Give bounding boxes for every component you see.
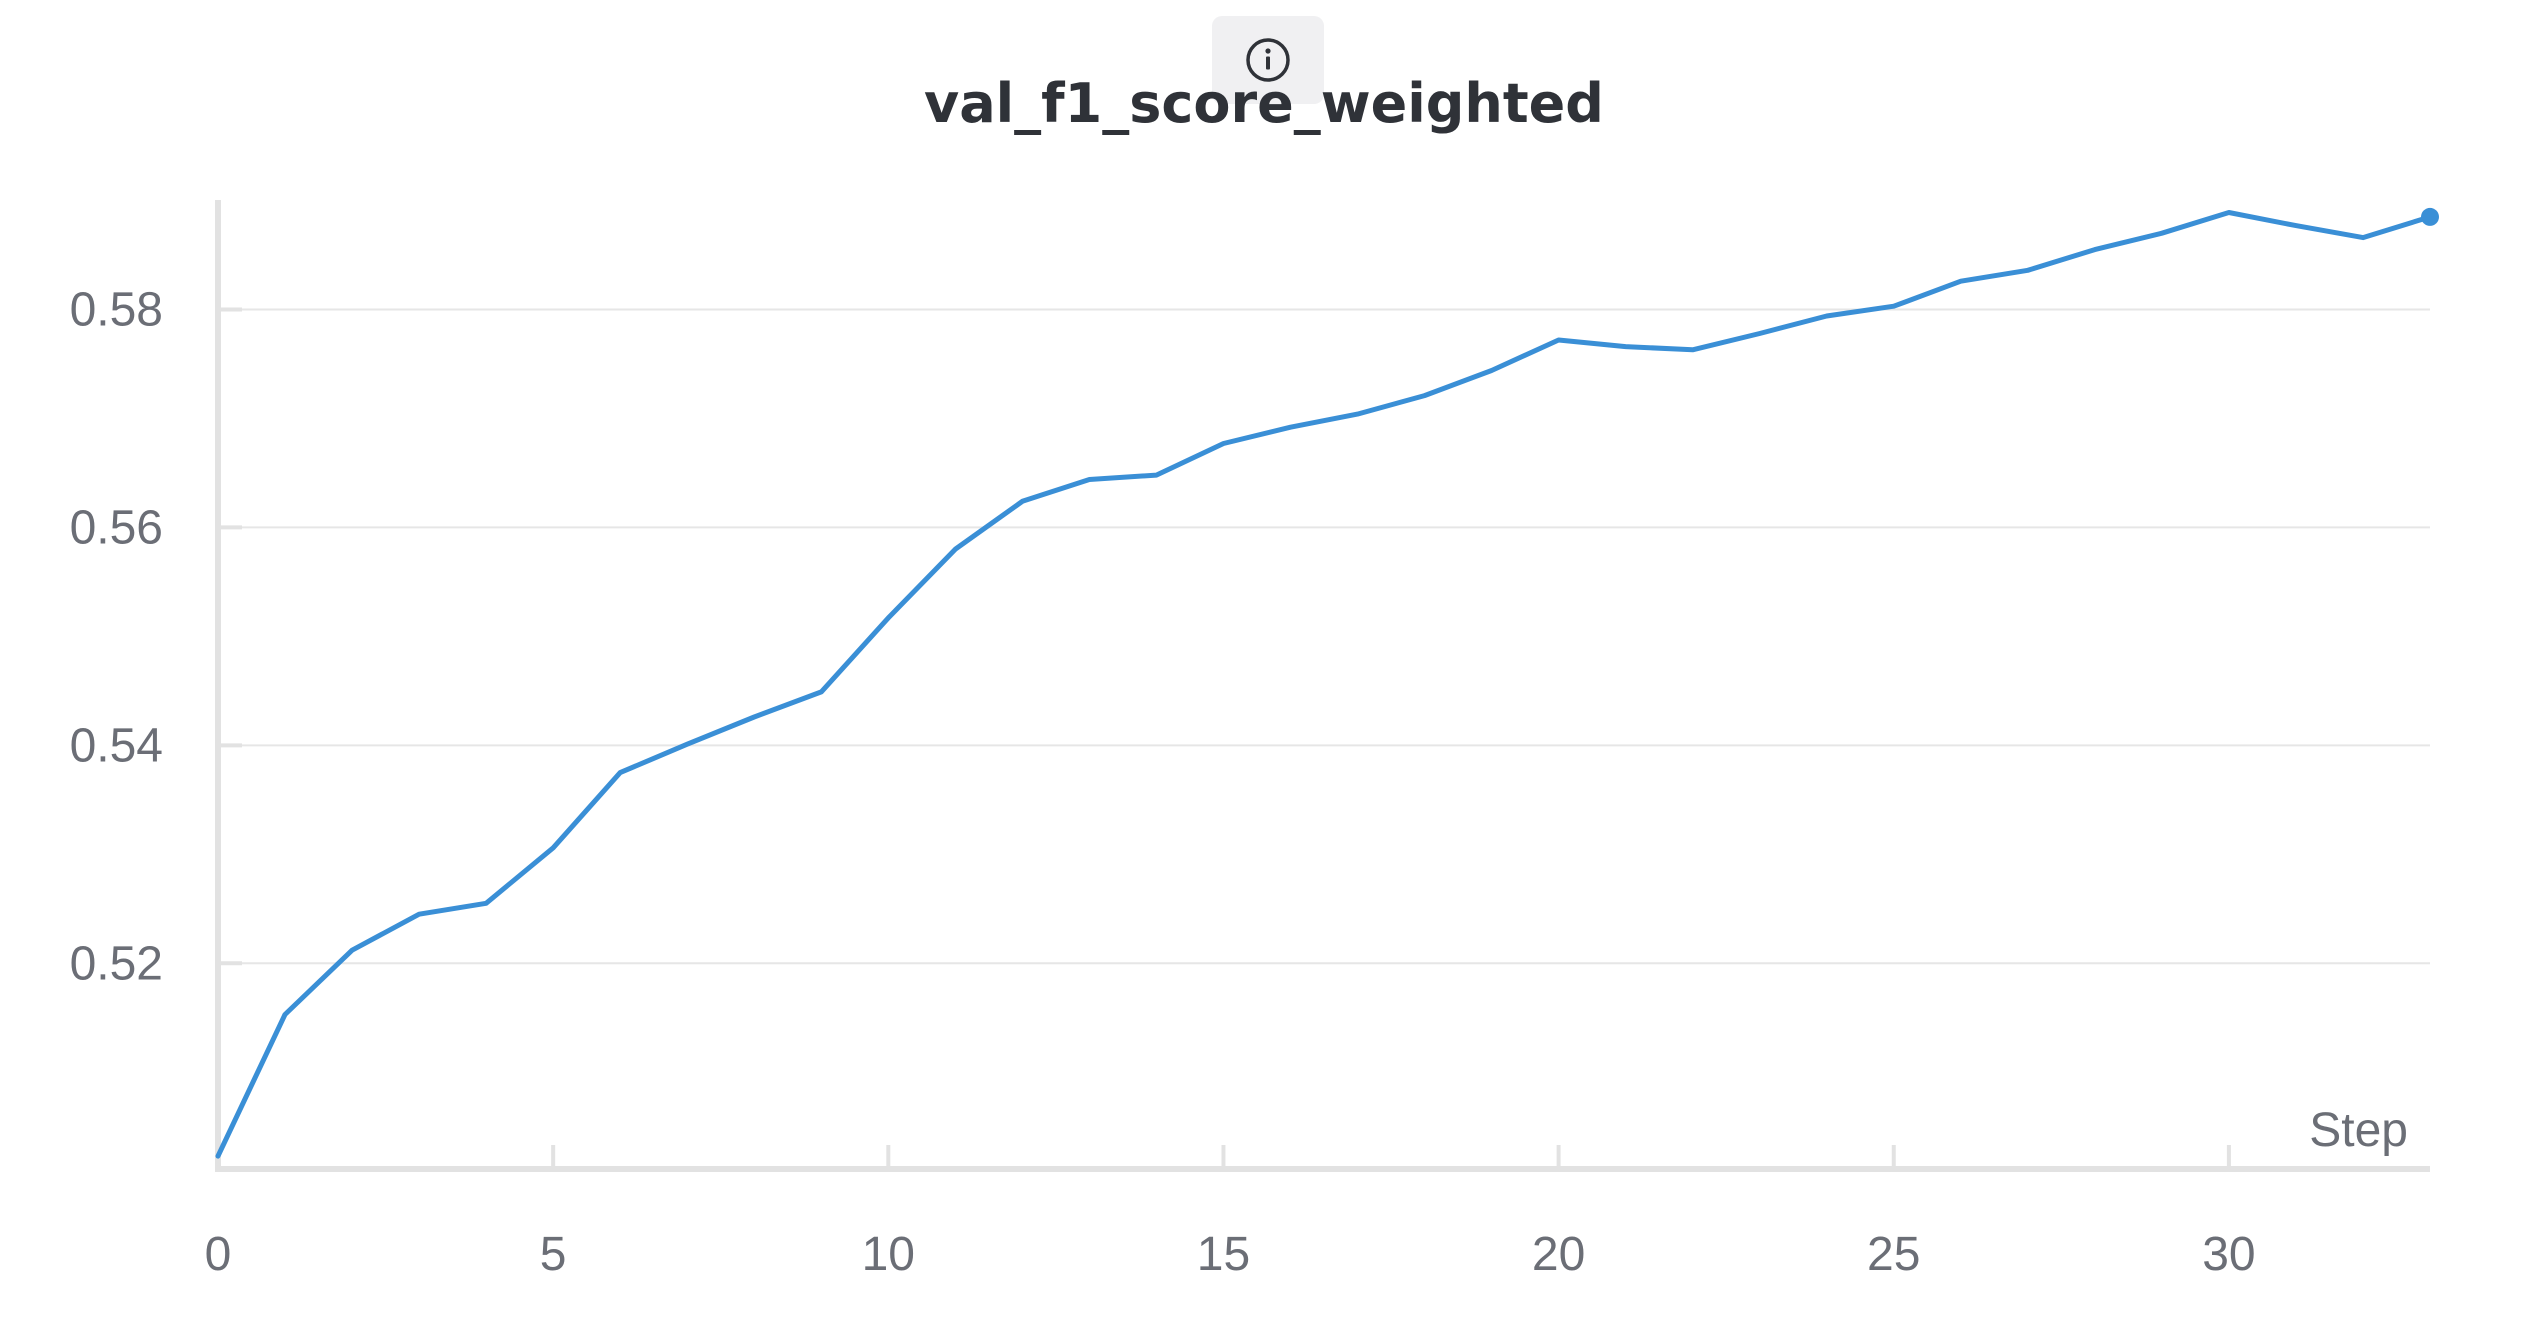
y-tick-label: 0.56: [70, 501, 163, 554]
y-tick-label: 0.54: [70, 719, 163, 772]
series-end-point[interactable]: [2421, 207, 2439, 226]
chart-title: val_f1_score_weighted: [924, 72, 1604, 135]
x-tick-label: 25: [1867, 1228, 1920, 1281]
x-tick-label: 30: [2202, 1228, 2255, 1281]
x-tick-label: 15: [1197, 1228, 1250, 1281]
info-button[interactable]: [1212, 16, 1324, 104]
y-tick-label: 0.58: [70, 284, 163, 337]
y-tick-label: 0.52: [70, 937, 163, 990]
x-tick-label: 20: [1532, 1228, 1585, 1281]
x-tick-label: 0: [205, 1228, 232, 1281]
axes: [215, 200, 2430, 1172]
x-axis-label: Step: [2309, 1104, 2408, 1157]
grid-lines: [218, 308, 2430, 965]
x-tick-label: 5: [540, 1228, 567, 1281]
info-circle-icon: [1246, 38, 1290, 82]
series-line: [215, 210, 2433, 1159]
x-tick-label: 10: [862, 1228, 915, 1281]
series-layer: [215, 207, 2439, 1159]
tick-labels: 0.52 0.54 0.56 0.58 0 5 10 15 20 25 30: [70, 284, 2256, 1281]
